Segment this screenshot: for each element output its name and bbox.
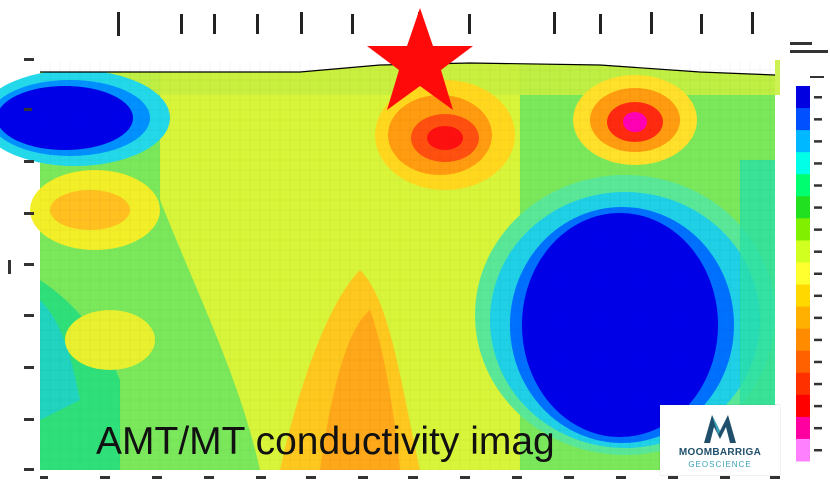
scale-tick-label	[814, 272, 822, 275]
scale-tick-label	[814, 404, 822, 408]
scale-swatch	[796, 240, 810, 263]
scale-swatch	[796, 86, 810, 109]
legend-header	[790, 42, 828, 78]
scale-tick-label	[814, 294, 822, 298]
scale-swatch	[796, 174, 810, 197]
scale-swatch	[796, 372, 810, 396]
section-plot	[0, 55, 780, 470]
scale-swatch	[796, 196, 810, 219]
logo-subtitle: GEOSCIENCE	[688, 460, 752, 469]
scale-swatch	[796, 108, 810, 131]
distance-ticks	[40, 476, 780, 479]
scale-tick-label	[814, 206, 822, 209]
scale-swatch	[796, 218, 810, 241]
scale-tick-label	[814, 184, 822, 187]
scale-tick-label	[814, 228, 822, 231]
image-caption: AMT/MT conductivity imag	[96, 420, 555, 463]
star-marker-icon	[367, 8, 473, 110]
scale-swatch	[796, 416, 810, 440]
scale-swatch	[796, 284, 810, 308]
scale-tick-label	[814, 448, 822, 452]
scale-swatch	[796, 394, 810, 418]
color-scale	[796, 86, 822, 462]
scale-tick-label	[814, 140, 822, 143]
scale-swatch	[796, 152, 810, 175]
scale-swatch	[796, 328, 810, 352]
scale-tick-label	[814, 250, 822, 253]
scale-tick-label	[814, 382, 822, 386]
scale-tick-label	[814, 426, 822, 430]
scale-tick-label	[814, 360, 822, 364]
scale-swatch	[796, 262, 810, 286]
scale-swatch	[796, 350, 810, 374]
logo-mark-icon	[704, 415, 736, 443]
depth-ticks	[8, 58, 34, 471]
scale-tick-label	[814, 338, 822, 342]
scale-swatch	[796, 438, 810, 462]
scale-swatch	[796, 306, 810, 330]
scale-tick-label	[814, 118, 822, 121]
scale-tick-label	[814, 96, 822, 99]
company-logo: MOOMBARRIGA GEOSCIENCE	[660, 405, 780, 475]
scale-tick-label	[814, 162, 822, 165]
scale-tick-label	[814, 316, 822, 320]
logo-name: MOOMBARRIGA	[678, 447, 762, 458]
scale-swatch	[796, 130, 810, 153]
